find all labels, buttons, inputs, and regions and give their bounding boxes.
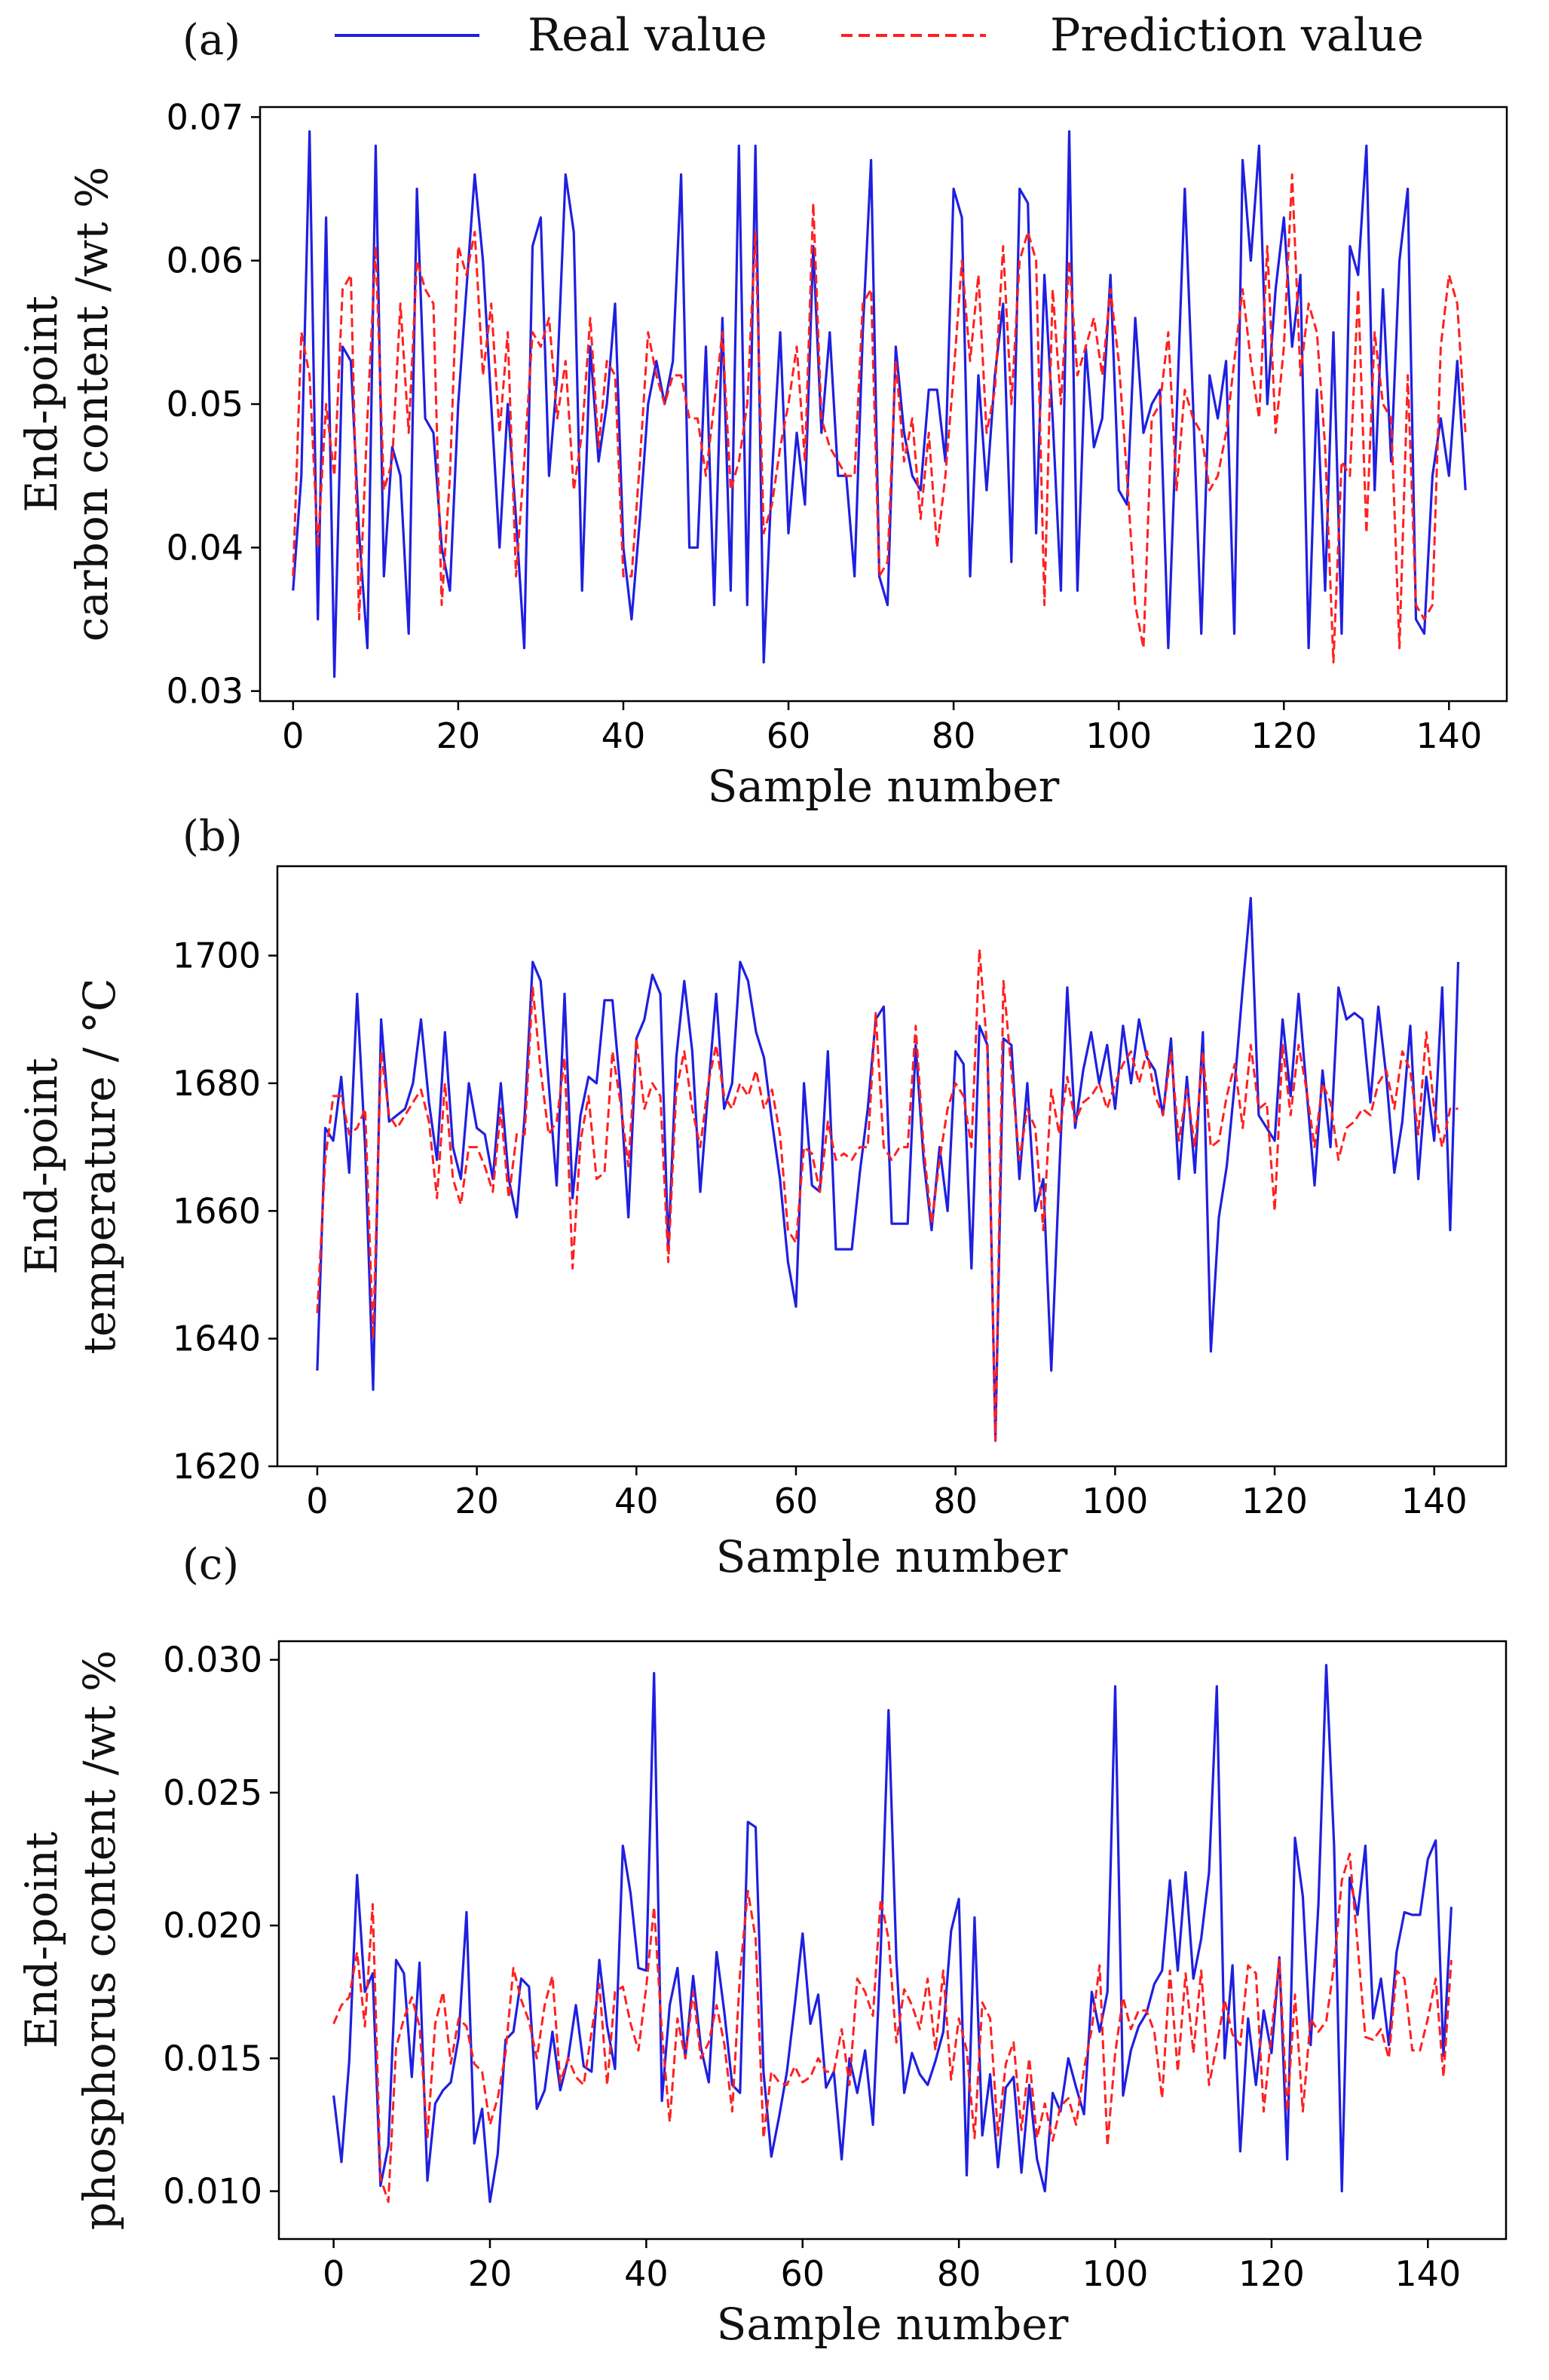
y-tick-label: 1700: [173, 936, 261, 976]
panel-label: (b): [182, 812, 243, 861]
y-tick-label: 0.05: [167, 384, 243, 424]
y-tick-label: 1620: [173, 1446, 261, 1487]
x-tick-label: 140: [1394, 2253, 1461, 2294]
y-tick-label: 0.06: [167, 240, 243, 281]
series-line-real-c: [332, 1664, 1453, 2204]
y-axis-label-line-1: End-point: [16, 1058, 67, 1275]
legend: Real value Prediction value: [335, 9, 1424, 62]
series-line-prediction-b: [316, 948, 1459, 1442]
chart-panel-a: 0 20 40 60 80 100 120 140 0.03 0.04 0.05 0.06 0.07 Sa…: [16, 16, 1508, 812]
x-tick-label: 80: [933, 1481, 978, 1521]
x-tick-label: 100: [1085, 715, 1152, 756]
x-tick-label: 40: [614, 1481, 659, 1521]
x-tick-label: 20: [468, 2253, 513, 2294]
y-tick-label: 0.015: [163, 2038, 262, 2078]
x-tick-label: 100: [1082, 2253, 1149, 2294]
x-tick-label: 140: [1416, 715, 1482, 756]
x-axis-label: Sample number: [716, 1531, 1068, 1582]
x-tick-label: 60: [767, 715, 811, 756]
legend-pred-label: Prediction value: [1050, 9, 1424, 62]
plot-frame-c: [277, 1640, 1508, 2241]
series-line-prediction-a: [292, 173, 1467, 664]
y-tick-label: 1660: [173, 1190, 261, 1231]
plot-frame-a: [259, 106, 1508, 703]
y-tick-label: 0.025: [163, 1772, 262, 1813]
y-tick-label: 0.030: [163, 1640, 262, 1680]
y-axis-label-line-1: End-point: [16, 1832, 67, 2049]
y-tick-label: 0.010: [163, 2171, 262, 2212]
x-tick-label: 0: [323, 2253, 344, 2294]
series-line-real-a: [292, 130, 1467, 678]
y-tick-label: 0.04: [167, 527, 243, 568]
y-axis-label-line-2: carbon content /wt %: [66, 167, 118, 642]
x-tick-label: 120: [1251, 715, 1317, 756]
series-line-real-b: [316, 896, 1460, 1442]
y-axis-label-line-2: temperature / °C: [74, 979, 125, 1355]
x-tick-label: 120: [1241, 1481, 1308, 1521]
x-tick-label: 20: [455, 1481, 499, 1521]
x-tick-label: 0: [306, 1481, 328, 1521]
x-axis-label: Sample number: [717, 2299, 1069, 2350]
y-axis-label-line-2: phosphorus content /wt %: [74, 1650, 125, 2230]
x-axis-label: Sample number: [708, 761, 1060, 812]
x-tick-label: 20: [436, 715, 481, 756]
x-tick-label: 0: [282, 715, 304, 756]
y-axis-label-line-1: End-point: [16, 296, 67, 513]
x-tick-label: 140: [1401, 1481, 1468, 1521]
y-tick-label: 0.03: [167, 671, 243, 712]
y-tick-label: 1640: [173, 1319, 261, 1359]
x-tick-label: 60: [774, 1481, 819, 1521]
chart-panel-b: 0 20 40 60 80 100 120 140 1620 1640 1660 1680 1700 Sa…: [16, 812, 1508, 1582]
x-tick-label: 100: [1082, 1481, 1148, 1521]
legend-real-label: Real value: [528, 9, 767, 62]
panel-label: (a): [182, 16, 240, 65]
plot-frame-b: [276, 865, 1508, 1468]
y-tick-label: 0.020: [163, 1905, 262, 1946]
panel-label: (c): [182, 1540, 239, 1589]
x-tick-label: 40: [624, 2253, 669, 2294]
x-tick-label: 80: [932, 715, 976, 756]
y-tick-label: 1680: [173, 1063, 261, 1104]
chart-panel-c: 0 20 40 60 80 100 120 140 0.010 0.015 0.020 0.025 0.…: [16, 1540, 1508, 2350]
x-tick-label: 80: [937, 2253, 981, 2294]
x-tick-label: 40: [602, 715, 646, 756]
x-tick-label: 120: [1238, 2253, 1305, 2294]
y-tick-label: 0.07: [167, 96, 243, 137]
x-tick-label: 60: [780, 2253, 825, 2294]
series-line-prediction-c: [332, 1852, 1453, 2204]
